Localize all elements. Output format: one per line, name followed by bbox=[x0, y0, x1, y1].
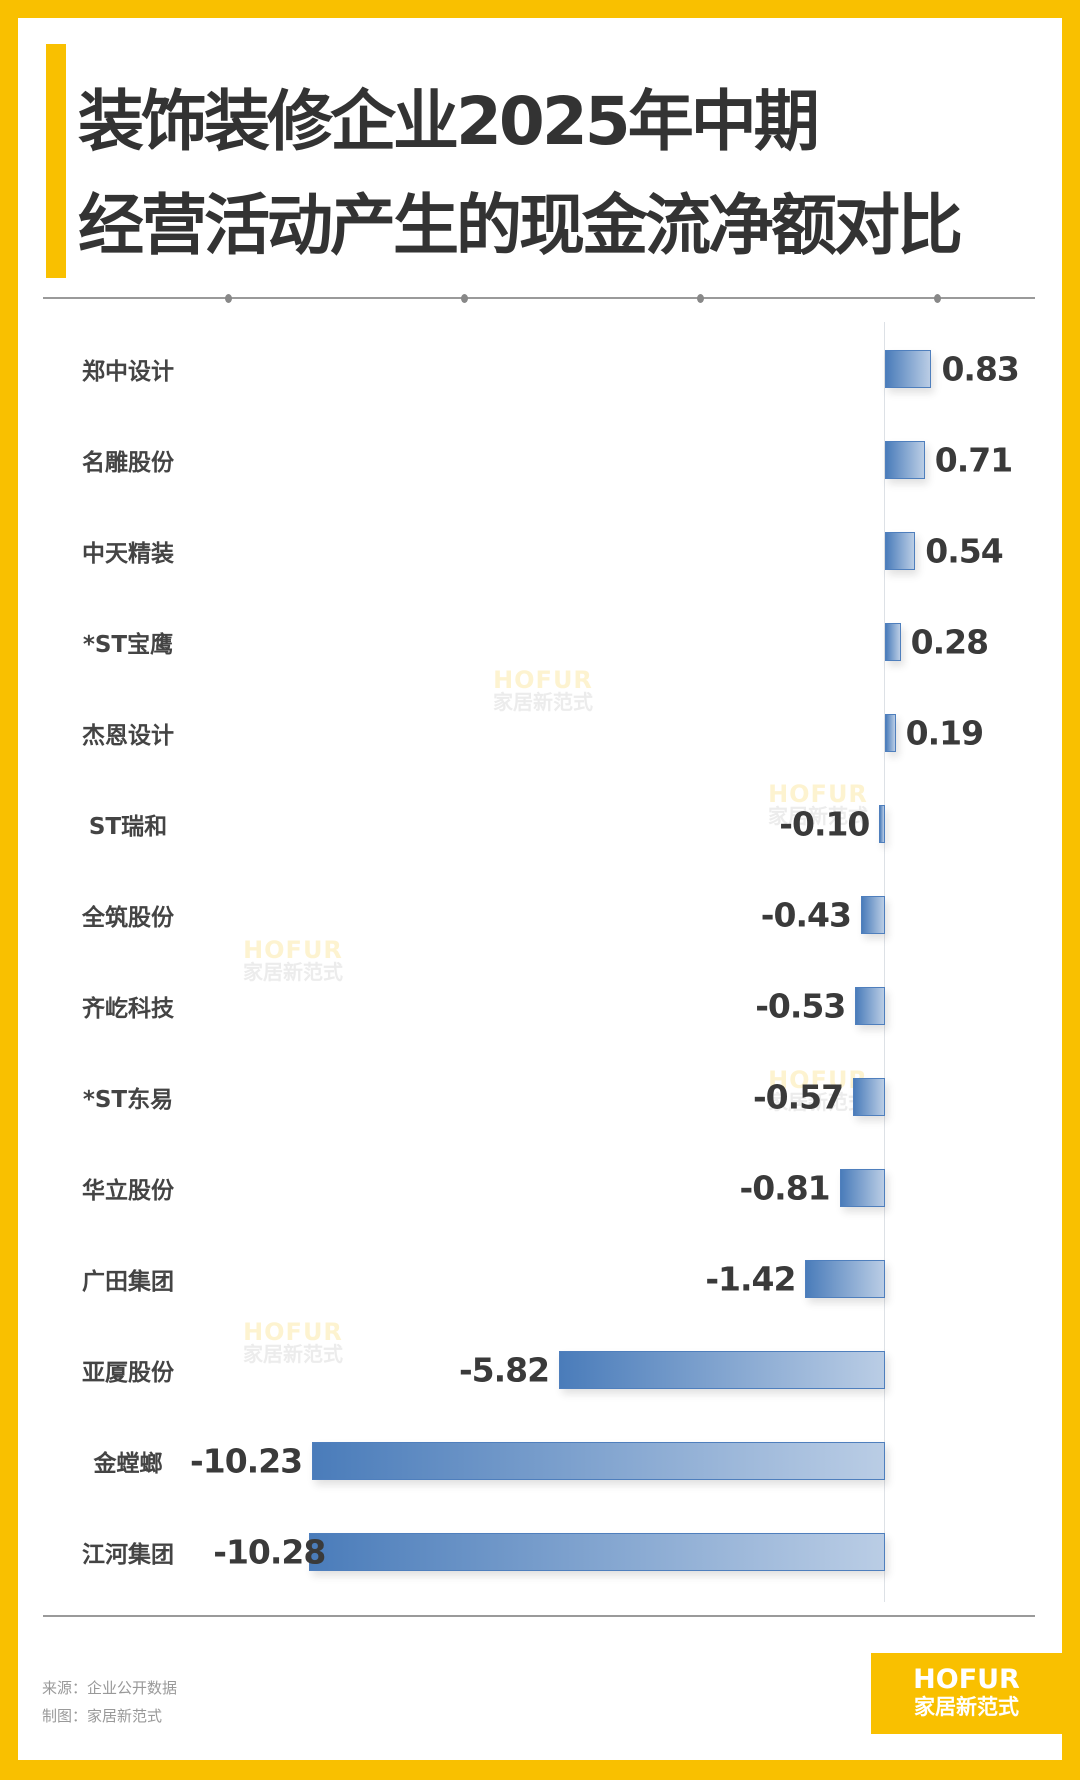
divider-dot bbox=[697, 294, 704, 303]
divider-dot bbox=[934, 294, 941, 303]
value-label: -0.53 bbox=[755, 986, 846, 1026]
value-label: -0.43 bbox=[760, 895, 852, 935]
bar bbox=[885, 623, 901, 661]
category-label: 名雕股份 bbox=[82, 450, 174, 476]
category-label: 亚厦股份 bbox=[82, 1360, 174, 1386]
watermark-cn: 家居新范式 bbox=[243, 960, 343, 984]
category-label: ST瑞和 bbox=[88, 814, 168, 840]
divider-dot bbox=[225, 294, 232, 303]
logo-text-cn: 家居新范式 bbox=[914, 1695, 1019, 1719]
chart-title: 装饰装修企业2025年中期 经营活动产生的现金流净额对比 bbox=[78, 70, 963, 278]
bar bbox=[309, 1533, 885, 1571]
category-label: 齐屹科技 bbox=[82, 996, 174, 1022]
bar bbox=[559, 1351, 885, 1389]
watermark: HOFUR 家居新范式 bbox=[233, 1320, 353, 1364]
value-label: -0.57 bbox=[752, 1077, 844, 1117]
category-label: 广田集团 bbox=[82, 1269, 174, 1295]
value-label: -1.42 bbox=[705, 1259, 796, 1299]
source-note: 来源：企业公开数据 bbox=[42, 1679, 178, 1697]
title-accent-bar bbox=[46, 44, 66, 278]
value-label: -10.28 bbox=[213, 1532, 326, 1572]
value-label: 0.71 bbox=[934, 440, 1013, 480]
bar bbox=[805, 1260, 885, 1298]
watermark-en: HOFUR bbox=[768, 1066, 868, 1094]
category-label: 杰恩设计 bbox=[82, 723, 174, 749]
watermark-en: HOFUR bbox=[243, 1318, 343, 1346]
value-label: 0.83 bbox=[941, 349, 1019, 389]
bar bbox=[860, 896, 885, 934]
bar bbox=[879, 805, 885, 843]
bottom-divider bbox=[43, 1615, 1035, 1617]
credit-note: 制图：家居新范式 bbox=[42, 1707, 163, 1725]
bar bbox=[885, 350, 932, 388]
watermark-cn: 家居新范式 bbox=[243, 1342, 343, 1366]
category-label: *ST东易 bbox=[82, 1087, 174, 1113]
category-label: *ST宝鹰 bbox=[82, 632, 174, 658]
category-label: 华立股份 bbox=[82, 1178, 174, 1204]
bar bbox=[312, 1442, 885, 1480]
value-label: 0.54 bbox=[925, 531, 1003, 571]
watermark-en: HOFUR bbox=[493, 666, 593, 694]
top-divider bbox=[43, 297, 1035, 299]
divider-dot bbox=[461, 294, 468, 303]
watermark-cn: 家居新范式 bbox=[493, 690, 593, 714]
category-label: 全筑股份 bbox=[82, 905, 174, 931]
watermark-cn: 家居新范式 bbox=[768, 1090, 868, 1114]
value-label: -0.10 bbox=[779, 804, 870, 844]
category-label: 郑中设计 bbox=[82, 359, 174, 385]
value-label: -10.23 bbox=[190, 1441, 303, 1481]
value-label: 0.19 bbox=[905, 713, 984, 753]
watermark-en: HOFUR bbox=[243, 936, 343, 964]
title-line-2: 经营活动产生的现金流净额对比 bbox=[78, 187, 963, 264]
bar bbox=[885, 532, 916, 570]
bar bbox=[839, 1169, 885, 1207]
bar bbox=[855, 987, 885, 1025]
value-label: -0.81 bbox=[739, 1168, 831, 1208]
chart-card bbox=[18, 18, 1062, 1760]
watermark-cn: 家居新范式 bbox=[768, 804, 868, 828]
bar bbox=[885, 441, 925, 479]
category-label: 中天精装 bbox=[82, 541, 174, 567]
watermark: HOFUR 家居新范式 bbox=[483, 668, 603, 712]
watermark: HOFUR 家居新范式 bbox=[758, 782, 878, 826]
watermark: HOFUR 家居新范式 bbox=[758, 1068, 878, 1112]
value-label: 0.28 bbox=[910, 622, 989, 662]
zero-axis-line bbox=[884, 322, 885, 1602]
title-line-1: 装饰装修企业2025年中期 bbox=[78, 83, 820, 160]
watermark: HOFUR 家居新范式 bbox=[233, 938, 353, 982]
logo-text-en: HOFUR bbox=[913, 1664, 1020, 1695]
category-label: 江河集团 bbox=[82, 1542, 174, 1568]
bar bbox=[853, 1078, 885, 1116]
watermark-en: HOFUR bbox=[768, 780, 868, 808]
value-label: -5.82 bbox=[458, 1350, 550, 1390]
hofur-logo: HOFUR 家居新范式 bbox=[871, 1653, 1062, 1734]
category-label: 金螳螂 bbox=[93, 1451, 163, 1477]
bar bbox=[885, 714, 896, 752]
